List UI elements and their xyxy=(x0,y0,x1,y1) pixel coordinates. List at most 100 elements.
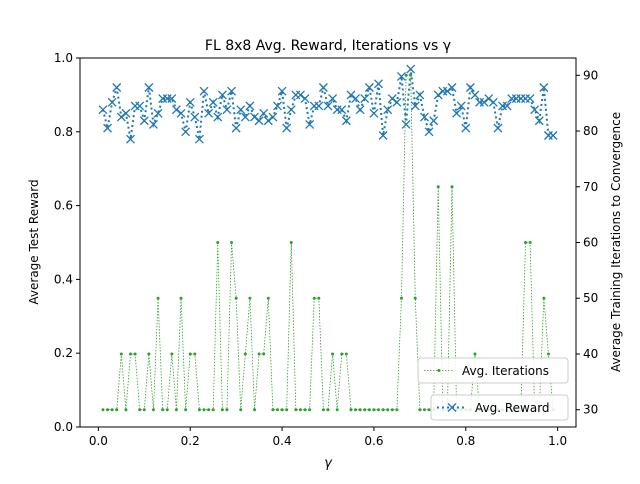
reward-point xyxy=(493,123,503,133)
reward-point xyxy=(369,108,379,118)
iterations-point xyxy=(436,185,440,189)
iterations-point xyxy=(106,408,110,412)
reward-point xyxy=(273,101,282,111)
iterations-point xyxy=(363,408,367,412)
iterations-point xyxy=(216,241,220,244)
reward-point xyxy=(204,108,214,118)
iterations-point xyxy=(399,296,403,300)
iterations-point xyxy=(202,408,206,412)
reward-point xyxy=(323,101,333,111)
iterations-point xyxy=(101,408,105,412)
legend-box xyxy=(417,357,569,384)
y-right-tick-label: 30 xyxy=(583,403,598,417)
iterations-point xyxy=(335,408,339,412)
reward-point xyxy=(355,105,365,115)
reward-point xyxy=(176,108,186,118)
reward-point xyxy=(199,86,209,96)
y-left-tick-label: 0.4 xyxy=(54,272,73,286)
y-left-tick-label: 1.0 xyxy=(54,51,73,65)
iterations-point xyxy=(207,408,211,412)
iterations-point xyxy=(418,408,422,412)
iterations-point xyxy=(197,408,201,412)
iterations-point xyxy=(220,408,224,412)
iterations-point xyxy=(367,408,371,412)
reward-point xyxy=(406,64,416,74)
reward-point xyxy=(424,127,434,137)
iterations-point xyxy=(138,408,142,412)
y-right-tick-label: 40 xyxy=(583,347,598,361)
iterations-point xyxy=(266,296,270,300)
chart-title: FL 8x8 Avg. Reward, Iterations vs γ xyxy=(205,38,451,54)
iterations-point xyxy=(110,408,114,412)
iterations-point xyxy=(253,408,257,412)
reward-point xyxy=(415,90,425,100)
iterations-point xyxy=(340,352,344,356)
x-tick-label: 0.6 xyxy=(364,434,383,448)
reward-point xyxy=(539,83,549,92)
iterations-point xyxy=(170,352,174,356)
reward-point xyxy=(470,90,480,100)
iterations-point xyxy=(234,296,238,300)
reward-point xyxy=(300,94,310,104)
iterations-point xyxy=(312,296,316,300)
x-tick-label: 1.0 xyxy=(548,434,567,448)
reward-point xyxy=(153,108,163,118)
reward-point xyxy=(456,101,466,111)
reward-point xyxy=(190,112,200,122)
reward-point xyxy=(107,97,117,107)
reward-point xyxy=(181,127,191,137)
y-right-tick-label: 80 xyxy=(583,124,598,138)
iterations-point xyxy=(546,352,550,356)
x-tick-label: 0.2 xyxy=(181,434,200,448)
iterations-point xyxy=(280,408,284,412)
reward-point xyxy=(534,116,544,126)
reward-point xyxy=(98,105,108,115)
reward-point xyxy=(139,116,149,126)
iterations-point xyxy=(528,241,532,244)
iterations-point xyxy=(262,352,266,356)
iterations-point xyxy=(303,408,307,412)
iterations-point xyxy=(308,408,312,412)
reward-series-line xyxy=(101,68,554,140)
y-axis-left: 0.0 0.2 0.4 0.6 0.8 1.0 xyxy=(54,51,80,434)
iterations-point xyxy=(165,408,169,412)
reward-point xyxy=(259,108,269,118)
legend-marker-reward xyxy=(447,403,457,412)
iterations-point xyxy=(124,408,128,412)
reward-point xyxy=(351,94,361,104)
iterations-point xyxy=(298,408,302,412)
iterations-point xyxy=(523,241,527,244)
reward-point xyxy=(305,119,315,129)
legend-box xyxy=(430,394,569,421)
iterations-point xyxy=(156,296,160,300)
iterations-point xyxy=(395,408,399,412)
iterations-point xyxy=(386,408,390,412)
iterations-point xyxy=(225,408,229,412)
y-axis-right-label: Average Training Iterations to Convergen… xyxy=(609,112,623,372)
y-right-tick-label: 50 xyxy=(583,291,598,305)
reward-point xyxy=(410,101,420,111)
reward-point xyxy=(231,123,241,133)
iterations-point xyxy=(372,408,376,412)
reward-point xyxy=(401,119,411,129)
y-right-tick-label: 90 xyxy=(583,68,598,82)
x-tick-label: 0.8 xyxy=(456,434,475,448)
iterations-point xyxy=(473,352,477,356)
iterations-point xyxy=(184,408,188,412)
iterations-point xyxy=(257,352,261,356)
legend-marker-iterations xyxy=(437,369,441,372)
reward-point xyxy=(397,71,406,81)
reward-point xyxy=(222,105,232,115)
reward-point xyxy=(488,97,498,107)
reward-point xyxy=(341,116,351,126)
iterations-point xyxy=(248,296,252,300)
x-axis-label: γ xyxy=(324,456,333,471)
iterations-point xyxy=(404,73,408,77)
reward-point xyxy=(167,94,177,104)
y-right-tick-label: 70 xyxy=(583,180,598,194)
iterations-point xyxy=(119,352,123,356)
y-left-tick-label: 0.8 xyxy=(54,125,73,139)
y-axis-right: 30 40 50 60 70 80 90 xyxy=(576,68,598,417)
